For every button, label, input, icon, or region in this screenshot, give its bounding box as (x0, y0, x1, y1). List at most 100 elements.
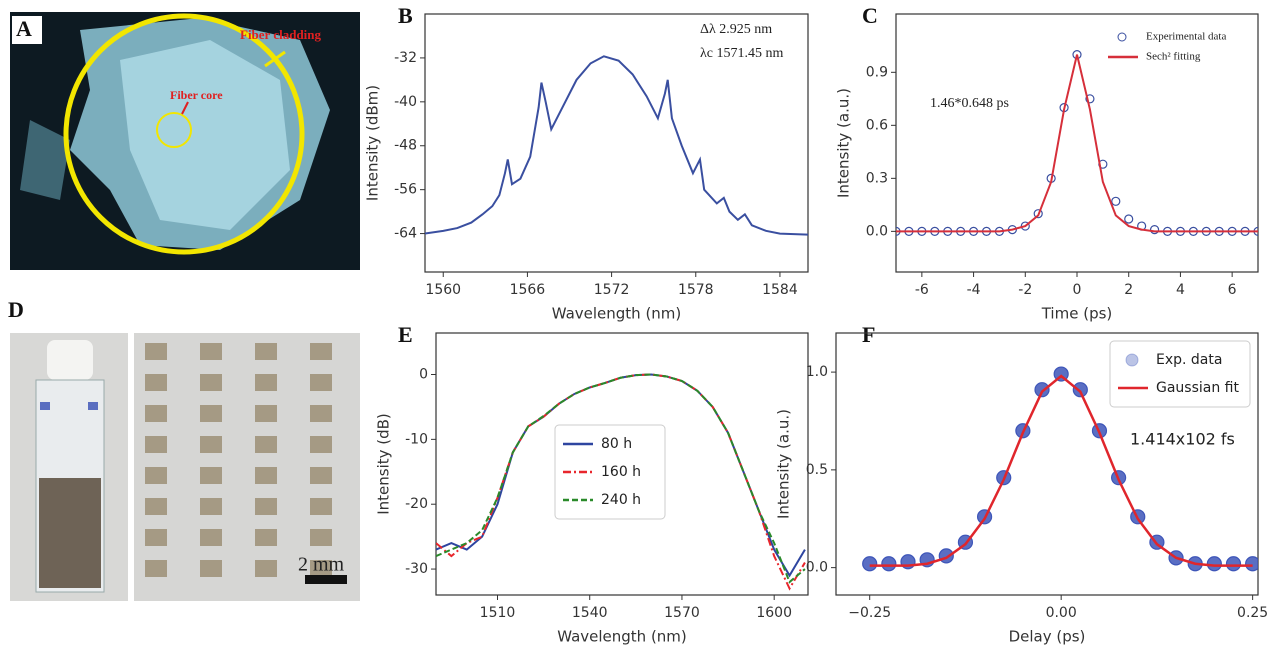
pattern-square (145, 374, 167, 391)
pattern-square (200, 343, 222, 360)
pattern-square (200, 560, 222, 577)
x-tick-label: 4 (1176, 282, 1185, 298)
pattern-square (255, 467, 277, 484)
y-tick-label: 0 (419, 367, 428, 383)
x-tick-label: 1540 (572, 605, 608, 621)
vial-mark (88, 402, 98, 410)
pattern-square (200, 436, 222, 453)
annotation: Δλ 2.925 nm (700, 22, 772, 37)
pattern-square (255, 405, 277, 422)
data-point (1034, 382, 1050, 398)
legend-label: Gaussian fit (1156, 380, 1239, 396)
data-point (1085, 94, 1095, 104)
panel-label: B (398, 3, 413, 28)
legend-label: 240 h (601, 492, 641, 508)
plot-frame (895, 13, 1259, 273)
x-tick-label: 0.25 (1237, 605, 1268, 621)
plot-area (425, 55, 808, 236)
pattern-square (145, 343, 167, 360)
pattern-square (255, 343, 277, 360)
cladding-circle (63, 13, 305, 255)
y-axis-label: Intensity (dB) (375, 413, 393, 515)
x-tick-label: 6 (1228, 282, 1237, 298)
x-tick-label: 1578 (678, 282, 714, 298)
legend-label: Experimental data (1146, 31, 1226, 43)
pattern-square (310, 374, 332, 391)
panel-label: A (16, 16, 32, 41)
series-line (436, 373, 806, 584)
legend-label: 160 h (601, 464, 641, 480)
data-point (1149, 224, 1160, 235)
series-line (869, 374, 1253, 567)
pattern-square (310, 560, 332, 577)
x-axis-label: Time (ps) (1041, 305, 1113, 323)
y-tick-label: -32 (394, 50, 417, 66)
y-tick-label: -40 (394, 94, 417, 110)
x-tick-label: −0.25 (848, 605, 891, 621)
fiber-image: Fiber cladding Fiber core A (10, 12, 360, 270)
x-tick-label: -6 (915, 282, 929, 298)
plot-area (896, 50, 1258, 236)
sample-photos: D 2 mm (8, 297, 360, 601)
pattern-square (310, 405, 332, 422)
pattern-square (255, 436, 277, 453)
core-circle (156, 112, 192, 148)
panel-label: E (398, 322, 413, 347)
data-point (1033, 209, 1043, 219)
pattern-square (310, 343, 332, 360)
y-tick-label: 0.9 (866, 64, 888, 80)
x-tick-label: 1566 (510, 282, 546, 298)
y-tick-label: -10 (405, 431, 428, 447)
x-tick-label: 1510 (480, 605, 516, 621)
y-tick-label: 0.5 (806, 462, 828, 478)
y-tick-label: -56 (394, 182, 417, 198)
data-point (938, 548, 954, 564)
pattern-square (145, 436, 167, 453)
pattern-square (145, 498, 167, 515)
vial-liquid (39, 478, 101, 588)
series-line (425, 55, 808, 236)
pattern-square (145, 560, 167, 577)
pattern-square (310, 467, 332, 484)
y-axis-label: Intensity (dBm) (364, 85, 382, 201)
legend-marker (1117, 32, 1127, 42)
legend-box (554, 424, 666, 520)
data-point (1245, 556, 1258, 572)
pattern-square (255, 560, 277, 577)
y-axis-label: Intensity (a.u.) (835, 88, 853, 198)
y-tick-label: 1.0 (806, 364, 828, 380)
plot-frame (424, 13, 809, 273)
annotation: Fiber cladding (240, 27, 322, 42)
plot-frame (835, 332, 1259, 596)
fiber-texture (120, 40, 290, 230)
data-point (1225, 556, 1242, 572)
scale-bar (305, 575, 347, 584)
data-point (1020, 221, 1030, 231)
panel-label: C (862, 3, 878, 28)
x-tick-label: 0.00 (1046, 605, 1077, 621)
panel-label: F (862, 322, 875, 347)
panel-label: D (8, 297, 24, 322)
label-box (12, 16, 42, 44)
x-axis-label: Wavelength (nm) (552, 305, 682, 323)
pattern-square (200, 498, 222, 515)
annotation: 1.46*0.648 ps (930, 96, 1009, 111)
x-axis-label: Wavelength (nm) (557, 628, 687, 646)
plot-area (436, 373, 806, 591)
x-tick-label: -4 (967, 282, 981, 298)
pattern-square (255, 374, 277, 391)
data-point (1111, 196, 1121, 206)
x-tick-label: 2 (1124, 282, 1133, 298)
annotation: Fiber core (170, 88, 223, 102)
data-point (1206, 556, 1222, 572)
scale-label: 2 mm (298, 554, 345, 576)
pattern-square (200, 467, 222, 484)
y-axis-label: Intensity (a.u.) (775, 409, 793, 519)
plot-frame (435, 332, 809, 596)
y-tick-label: 0.6 (866, 117, 888, 133)
y-tick-label: 0.0 (806, 560, 828, 576)
arrow (264, 50, 286, 68)
pattern-square (200, 374, 222, 391)
legend-label: Exp. data (1156, 352, 1222, 368)
annotation: 1.414x102 fs (1130, 430, 1235, 449)
